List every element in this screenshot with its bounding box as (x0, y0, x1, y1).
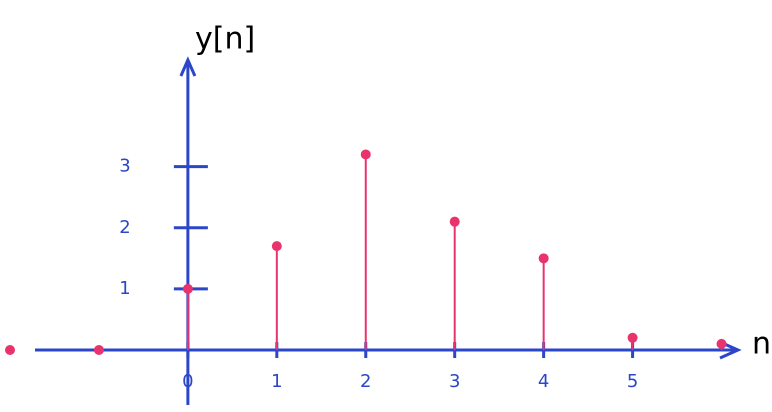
stem-dot (450, 217, 460, 227)
stem-dot (272, 241, 282, 251)
y-tick-label: 2 (119, 217, 130, 238)
y-axis-label: y[n] (195, 22, 255, 57)
stem-dot (361, 149, 371, 159)
stem-dot (94, 345, 104, 355)
x-tick-label: 1 (271, 371, 282, 392)
y-tick-label: 3 (119, 156, 130, 177)
x-axis-label: n (752, 327, 771, 362)
x-tick-label: 3 (449, 371, 460, 392)
x-tick-label: 5 (627, 371, 638, 392)
x-tick-label: 0 (182, 371, 193, 392)
x-tick-label: 2 (360, 371, 371, 392)
chart: y[n] n 1 2 3 0 1 2 3 4 5 (0, 0, 772, 412)
y-tick-label: 1 (119, 278, 130, 299)
x-tick-label: 4 (538, 371, 549, 392)
stem-dot (539, 253, 549, 263)
stem-dot (717, 339, 727, 349)
stem-dot (628, 333, 638, 343)
stem-dot (5, 345, 15, 355)
stem-dot (183, 284, 193, 294)
